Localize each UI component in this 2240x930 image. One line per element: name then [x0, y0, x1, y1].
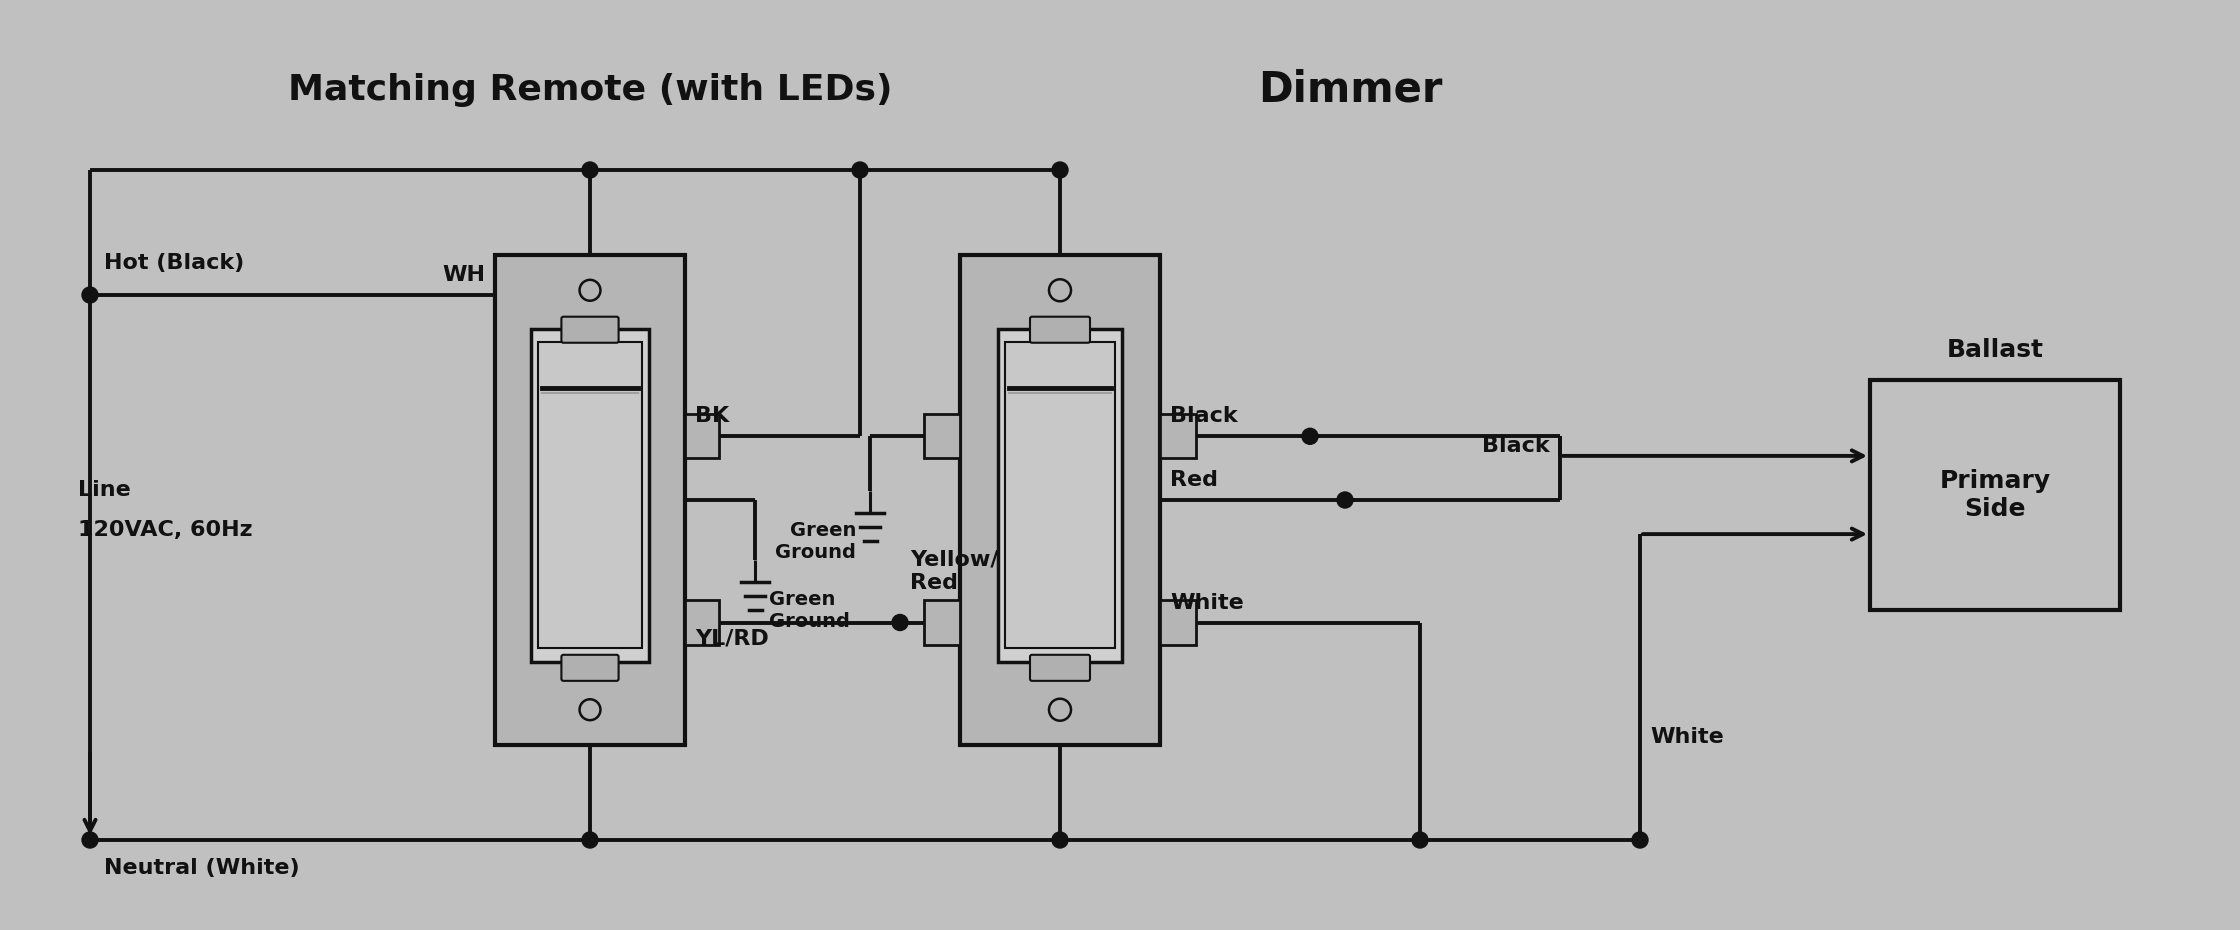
Text: Dimmer: Dimmer [1259, 69, 1443, 111]
Circle shape [1053, 832, 1068, 848]
Text: Ballast: Ballast [1947, 338, 2043, 362]
Text: Green
Ground: Green Ground [775, 522, 856, 563]
Text: Hot (Black): Hot (Black) [103, 253, 244, 273]
FancyBboxPatch shape [1030, 655, 1091, 681]
FancyBboxPatch shape [562, 317, 618, 343]
Bar [538, 342, 643, 648]
Text: YL/RD: YL/RD [694, 629, 768, 648]
Circle shape [83, 287, 99, 303]
Circle shape [582, 832, 598, 848]
Text: Yellow/
Red: Yellow/ Red [909, 550, 999, 592]
Text: Black: Black [1169, 406, 1239, 426]
Text: Matching Remote (with LEDs): Matching Remote (with LEDs) [287, 73, 892, 107]
Text: WH: WH [441, 265, 486, 285]
Circle shape [1337, 492, 1353, 508]
Bar [685, 414, 719, 458]
Bar [1160, 414, 1196, 458]
FancyBboxPatch shape [562, 655, 618, 681]
Circle shape [851, 162, 869, 178]
Circle shape [582, 162, 598, 178]
Text: BK: BK [694, 406, 730, 426]
Bar [1006, 342, 1116, 648]
Circle shape [1301, 429, 1317, 445]
Text: White: White [1651, 727, 1725, 747]
Bar [1160, 601, 1196, 644]
Text: Red: Red [1169, 470, 1219, 490]
Text: Black: Black [1483, 436, 1550, 456]
Text: 120VAC, 60Hz: 120VAC, 60Hz [78, 520, 253, 540]
Bar [685, 601, 719, 644]
Circle shape [892, 615, 907, 631]
Bar [923, 414, 961, 458]
Bar [923, 601, 961, 644]
Bar [999, 328, 1122, 662]
Text: Neutral (White): Neutral (White) [103, 858, 300, 878]
Text: Line: Line [78, 480, 130, 500]
Circle shape [1053, 162, 1068, 178]
FancyBboxPatch shape [1030, 317, 1091, 343]
Text: White: White [1169, 592, 1243, 613]
Bar [531, 328, 650, 662]
Bar [1870, 380, 2119, 610]
Text: Green
Ground: Green Ground [768, 590, 849, 631]
Circle shape [83, 832, 99, 848]
Bar [961, 255, 1160, 745]
Circle shape [1633, 832, 1649, 848]
Bar [495, 255, 685, 745]
Circle shape [1411, 832, 1429, 848]
Text: Primary
Side: Primary Side [1940, 469, 2050, 521]
